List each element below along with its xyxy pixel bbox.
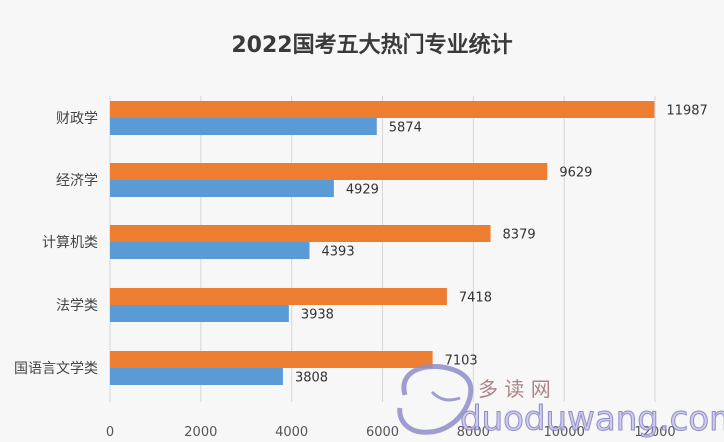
data-label: 7418 [459, 291, 492, 306]
data-label: 4393 [322, 245, 355, 260]
x-tick-label: 8000 [457, 425, 490, 440]
data-label: 4929 [346, 183, 379, 198]
watermark-logo: 多 读 网 duoduwang.com [397, 364, 724, 440]
bar-blue [110, 242, 310, 259]
x-tick-label: 4000 [275, 425, 308, 440]
x-tick-label: 12000 [634, 425, 675, 440]
bar-blue [110, 118, 377, 135]
bar-orange [110, 288, 447, 305]
category-label: 国语言文学类 [14, 361, 98, 377]
watermark-cn: 多 读 网 [478, 377, 551, 401]
category-label: 计算机类 [42, 235, 98, 251]
bar-orange [110, 101, 655, 118]
bars [110, 101, 655, 385]
data-label: 9629 [559, 166, 592, 181]
x-tick-label: 6000 [366, 425, 399, 440]
data-label: 7103 [445, 354, 478, 369]
data-label: 8379 [503, 228, 536, 243]
data-label: 3938 [301, 308, 334, 323]
data-label: 5874 [389, 121, 422, 136]
bar-blue [110, 180, 334, 197]
bar-orange [110, 351, 433, 368]
data-label: 11987 [666, 104, 707, 119]
x-axis-ticks: 0 2000 4000 6000 8000 10000 12000 [106, 425, 676, 440]
labels: 财政学 11987 5874 经济学 9629 4929 计算机类 8379 4393 法学类 74… [14, 104, 708, 386]
bar-orange [110, 225, 491, 242]
x-tick-label: 0 [106, 425, 114, 440]
category-label: 财政学 [56, 111, 98, 127]
bar-blue [110, 305, 289, 322]
x-tick-label: 10000 [543, 425, 584, 440]
bar-blue [110, 368, 283, 385]
chart-title: 2022国考五大热门专业统计 [231, 32, 512, 58]
category-label: 法学类 [56, 298, 98, 314]
x-tick-label: 2000 [184, 425, 217, 440]
category-label: 经济学 [56, 173, 98, 189]
data-label: 3808 [295, 371, 328, 386]
watermark-en: duoduwang.com [460, 399, 724, 439]
bar-orange [110, 163, 548, 180]
